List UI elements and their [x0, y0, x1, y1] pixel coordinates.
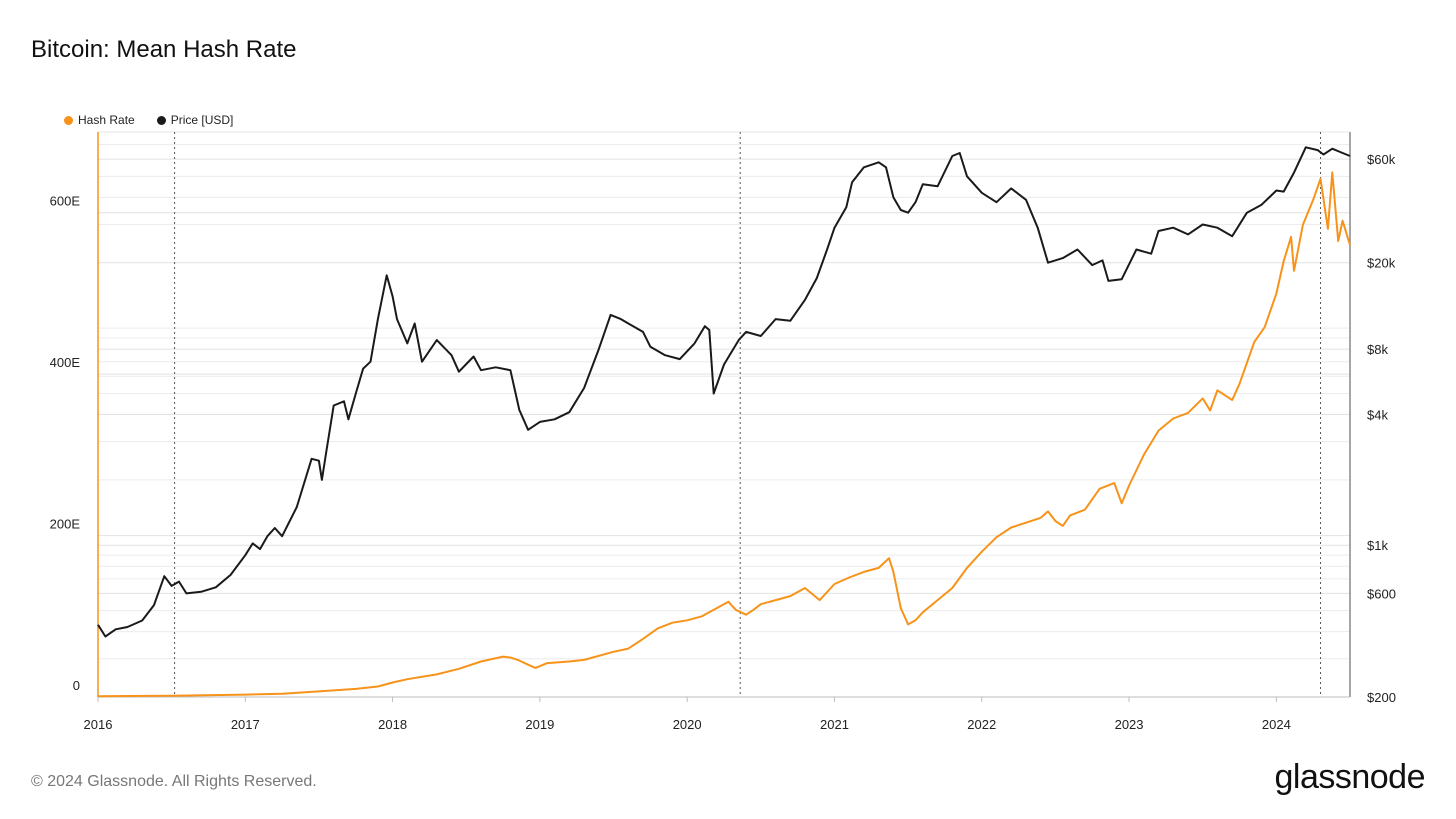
legend-item-hash-rate[interactable]: Hash Rate	[64, 113, 135, 127]
legend-label-price: Price [USD]	[170, 113, 234, 127]
y-right-tick-label: $200	[1367, 690, 1396, 705]
y-right-tick-label: $8k	[1367, 342, 1388, 357]
x-tick-label: 2023	[1115, 717, 1144, 732]
copyright-text: © 2024 Glassnode. All Rights Reserved.	[31, 773, 317, 790]
x-tick-label: 2017	[231, 717, 260, 732]
y-right-tick-label: $1k	[1367, 538, 1388, 553]
chart-legend: Hash Rate Price [USD]	[64, 113, 233, 127]
y-left-tick-label: 400E	[50, 355, 81, 370]
grid-lines	[98, 131, 1350, 698]
y-right-tick-label: $600	[1367, 586, 1396, 601]
y-left-tick-label: 200E	[50, 517, 81, 532]
x-tick-label: 2024	[1262, 717, 1291, 732]
price-line	[97, 146, 1351, 638]
y-right-tick-label: $4k	[1367, 408, 1388, 423]
y-left-tick-label: 0	[73, 678, 80, 693]
glassnode-logo: glassnode	[1274, 758, 1425, 796]
legend-dot-price	[156, 115, 166, 125]
tick-labels: 2016 2017 2018 2019 2020 2021 2022 2023 2024 0 200…	[50, 152, 1396, 732]
x-tick-label: 2016	[84, 717, 113, 732]
chart-title: Bitcoin: Mean Hash Rate	[31, 36, 297, 63]
y-left-tick-label: 600E	[50, 194, 81, 209]
legend-item-price[interactable]: Price [USD]	[156, 113, 234, 127]
y-right-tick-label: $60k	[1367, 152, 1396, 167]
x-tick-label: 2018	[378, 717, 407, 732]
x-tick-label: 2019	[525, 717, 554, 732]
hash-rate-line	[97, 171, 1351, 698]
x-tick-label: 2021	[820, 717, 849, 732]
halving-markers	[174, 132, 1322, 697]
axes	[97, 132, 1351, 698]
series-lines	[97, 146, 1351, 698]
legend-label-hash-rate: Hash Rate	[78, 113, 135, 127]
x-tick-label: 2022	[967, 717, 996, 732]
legend-dot-hash-rate	[64, 115, 73, 125]
x-tick-label: 2020	[673, 717, 702, 732]
y-right-tick-label: $20k	[1367, 256, 1396, 271]
